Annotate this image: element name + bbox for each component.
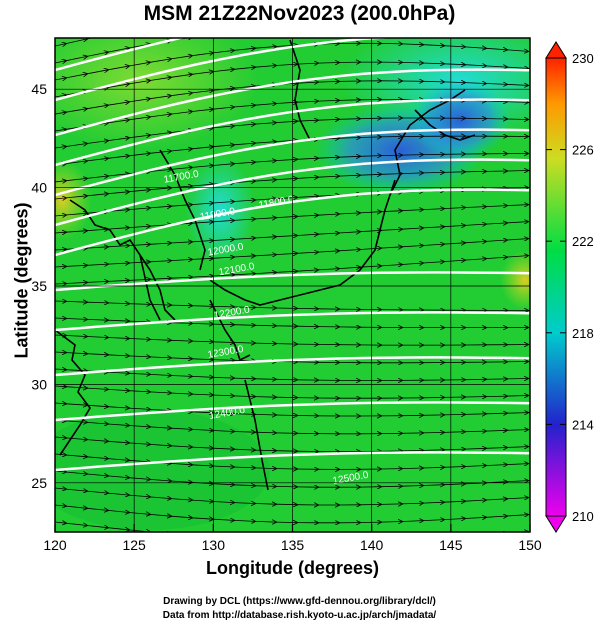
- x-tick-label: 140: [360, 537, 384, 553]
- map-title: MSM 21Z22Nov2023 (200.0hPa): [143, 2, 456, 25]
- y-tick-label: 45: [31, 81, 47, 97]
- x-axis: 120 125 130 135 140 145 150: [43, 524, 542, 553]
- y-tick-label: 35: [31, 278, 47, 294]
- streamline: [55, 352, 530, 363]
- colorbar-tick-label: 218: [572, 326, 594, 341]
- x-axis-label: Longitude (degrees): [205, 558, 379, 578]
- colorbar-tick-label: 230: [572, 51, 594, 66]
- x-tick-label: 150: [518, 537, 542, 553]
- y-tick-label: 25: [31, 475, 47, 491]
- streamline: [55, 318, 530, 328]
- streamline: [55, 385, 530, 398]
- colorbar-ticks: 210 214 218 222 226 230: [546, 51, 594, 524]
- colorbar-tick-label: 226: [572, 143, 594, 158]
- streamline: [55, 521, 530, 532]
- colorbar-tick-label: 210: [572, 509, 594, 524]
- credit-drawing: Drawing by DCL (https://www.gfd-dennou.o…: [163, 596, 436, 607]
- x-tick-label: 120: [43, 537, 67, 553]
- y-tick-label: 30: [31, 376, 47, 392]
- streamline: [55, 453, 530, 469]
- streamline: [55, 368, 530, 380]
- streamline: [55, 335, 530, 346]
- streamline: [55, 254, 530, 284]
- credit-data: Data from http://database.rish.kyoto-u.a…: [162, 610, 437, 621]
- colorbar: 210 214 218 222 226 230: [545, 41, 594, 533]
- streamline: [55, 402, 530, 416]
- colorbar-scale: [545, 57, 567, 517]
- colorbar-top-extend: [545, 41, 567, 59]
- temperature-field: 11700.011800.011900.012000.012100.012200…: [55, 38, 530, 532]
- streamline: [55, 419, 530, 434]
- x-tick-label: 125: [122, 537, 146, 553]
- streamline: [55, 301, 530, 311]
- colorbar-tick-label: 214: [572, 417, 594, 432]
- grid-lines: [55, 38, 530, 532]
- y-tick-label: 40: [31, 180, 47, 196]
- x-tick-label: 130: [202, 537, 226, 553]
- colorbar-tick-label: 222: [572, 234, 594, 249]
- x-tick-label: 135: [281, 537, 305, 553]
- coastlines: [55, 39, 476, 491]
- y-axis: 25 30 35 40 45: [31, 81, 47, 491]
- x-tick-label: 145: [439, 537, 463, 553]
- streamline: [55, 436, 530, 451]
- y-axis-label: Latitude (degrees): [11, 202, 32, 359]
- colorbar-bottom-extend: [545, 515, 567, 533]
